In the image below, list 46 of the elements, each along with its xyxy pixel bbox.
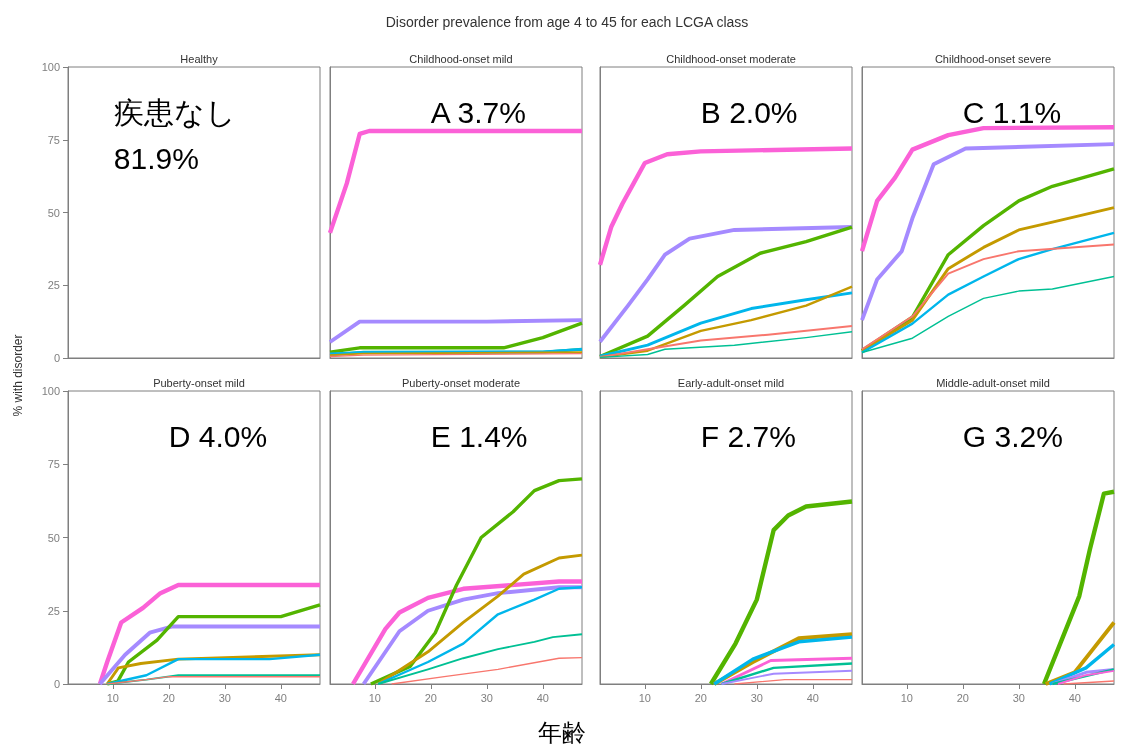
- y-tick-label: 100: [41, 61, 60, 73]
- annotation: 81.9%: [113, 141, 199, 175]
- y-tick-label: 100: [41, 385, 60, 397]
- chart-title: Early-adult-onset mild: [677, 376, 785, 389]
- y-tick-label: 75: [47, 458, 60, 471]
- y-tick-label: 25: [47, 604, 60, 617]
- x-tick-label: 20: [162, 691, 175, 704]
- annotation: A 3.7%: [430, 95, 526, 129]
- annotation: D 4.0%: [168, 419, 268, 453]
- annotation: B 2.0%: [700, 95, 798, 129]
- chart-title: Puberty-onset moderate: [401, 376, 521, 389]
- y-tick-label: 50: [47, 531, 60, 544]
- x-tick-label: 10: [368, 691, 381, 704]
- x-tick-label: 20: [424, 691, 437, 704]
- x-tick-label: 10: [106, 691, 119, 704]
- x-tick-label: 30: [480, 691, 493, 704]
- annotation: 疾患なし: [113, 95, 236, 129]
- text: Disorder prevalence from age 4 to 45 for each LCGA class: [385, 14, 749, 30]
- chart-title: Childhood-onset severe: [934, 52, 1052, 65]
- y-tick-label: 0: [53, 352, 60, 364]
- x-tick-label: 40: [806, 691, 819, 704]
- x-tick-label: 30: [1012, 691, 1025, 704]
- x-tick-label: 10: [900, 691, 913, 704]
- y-tick-label: 0: [53, 678, 60, 690]
- chart-title: Healthy: [180, 52, 219, 65]
- chart-title: Childhood-onset moderate: [666, 52, 796, 65]
- annotation: E 1.4%: [430, 419, 528, 453]
- text: 年齢: [538, 718, 586, 744]
- y-tick-label: 25: [47, 279, 60, 292]
- chart-title: Middle-adult-onset mild: [936, 376, 1050, 389]
- x-tick-label: 40: [274, 691, 287, 704]
- x-tick-label: 40: [536, 691, 549, 704]
- text: % with disorder: [11, 334, 25, 417]
- x-tick-label: 30: [218, 691, 231, 704]
- chart-title: Puberty-onset mild: [153, 376, 245, 389]
- x-tick-label: 10: [638, 691, 651, 704]
- annotation: G 3.2%: [962, 419, 1063, 453]
- y-tick-label: 50: [47, 206, 60, 219]
- x-tick-label: 30: [750, 691, 763, 704]
- x-tick-label: 40: [1068, 691, 1081, 704]
- y-tick-label: 75: [47, 133, 60, 146]
- x-tick-label: 20: [694, 691, 707, 704]
- annotation: F 2.7%: [700, 419, 796, 453]
- annotation: C 1.1%: [962, 95, 1062, 129]
- chart-title: Childhood-onset mild: [409, 52, 513, 65]
- x-tick-label: 20: [956, 691, 969, 704]
